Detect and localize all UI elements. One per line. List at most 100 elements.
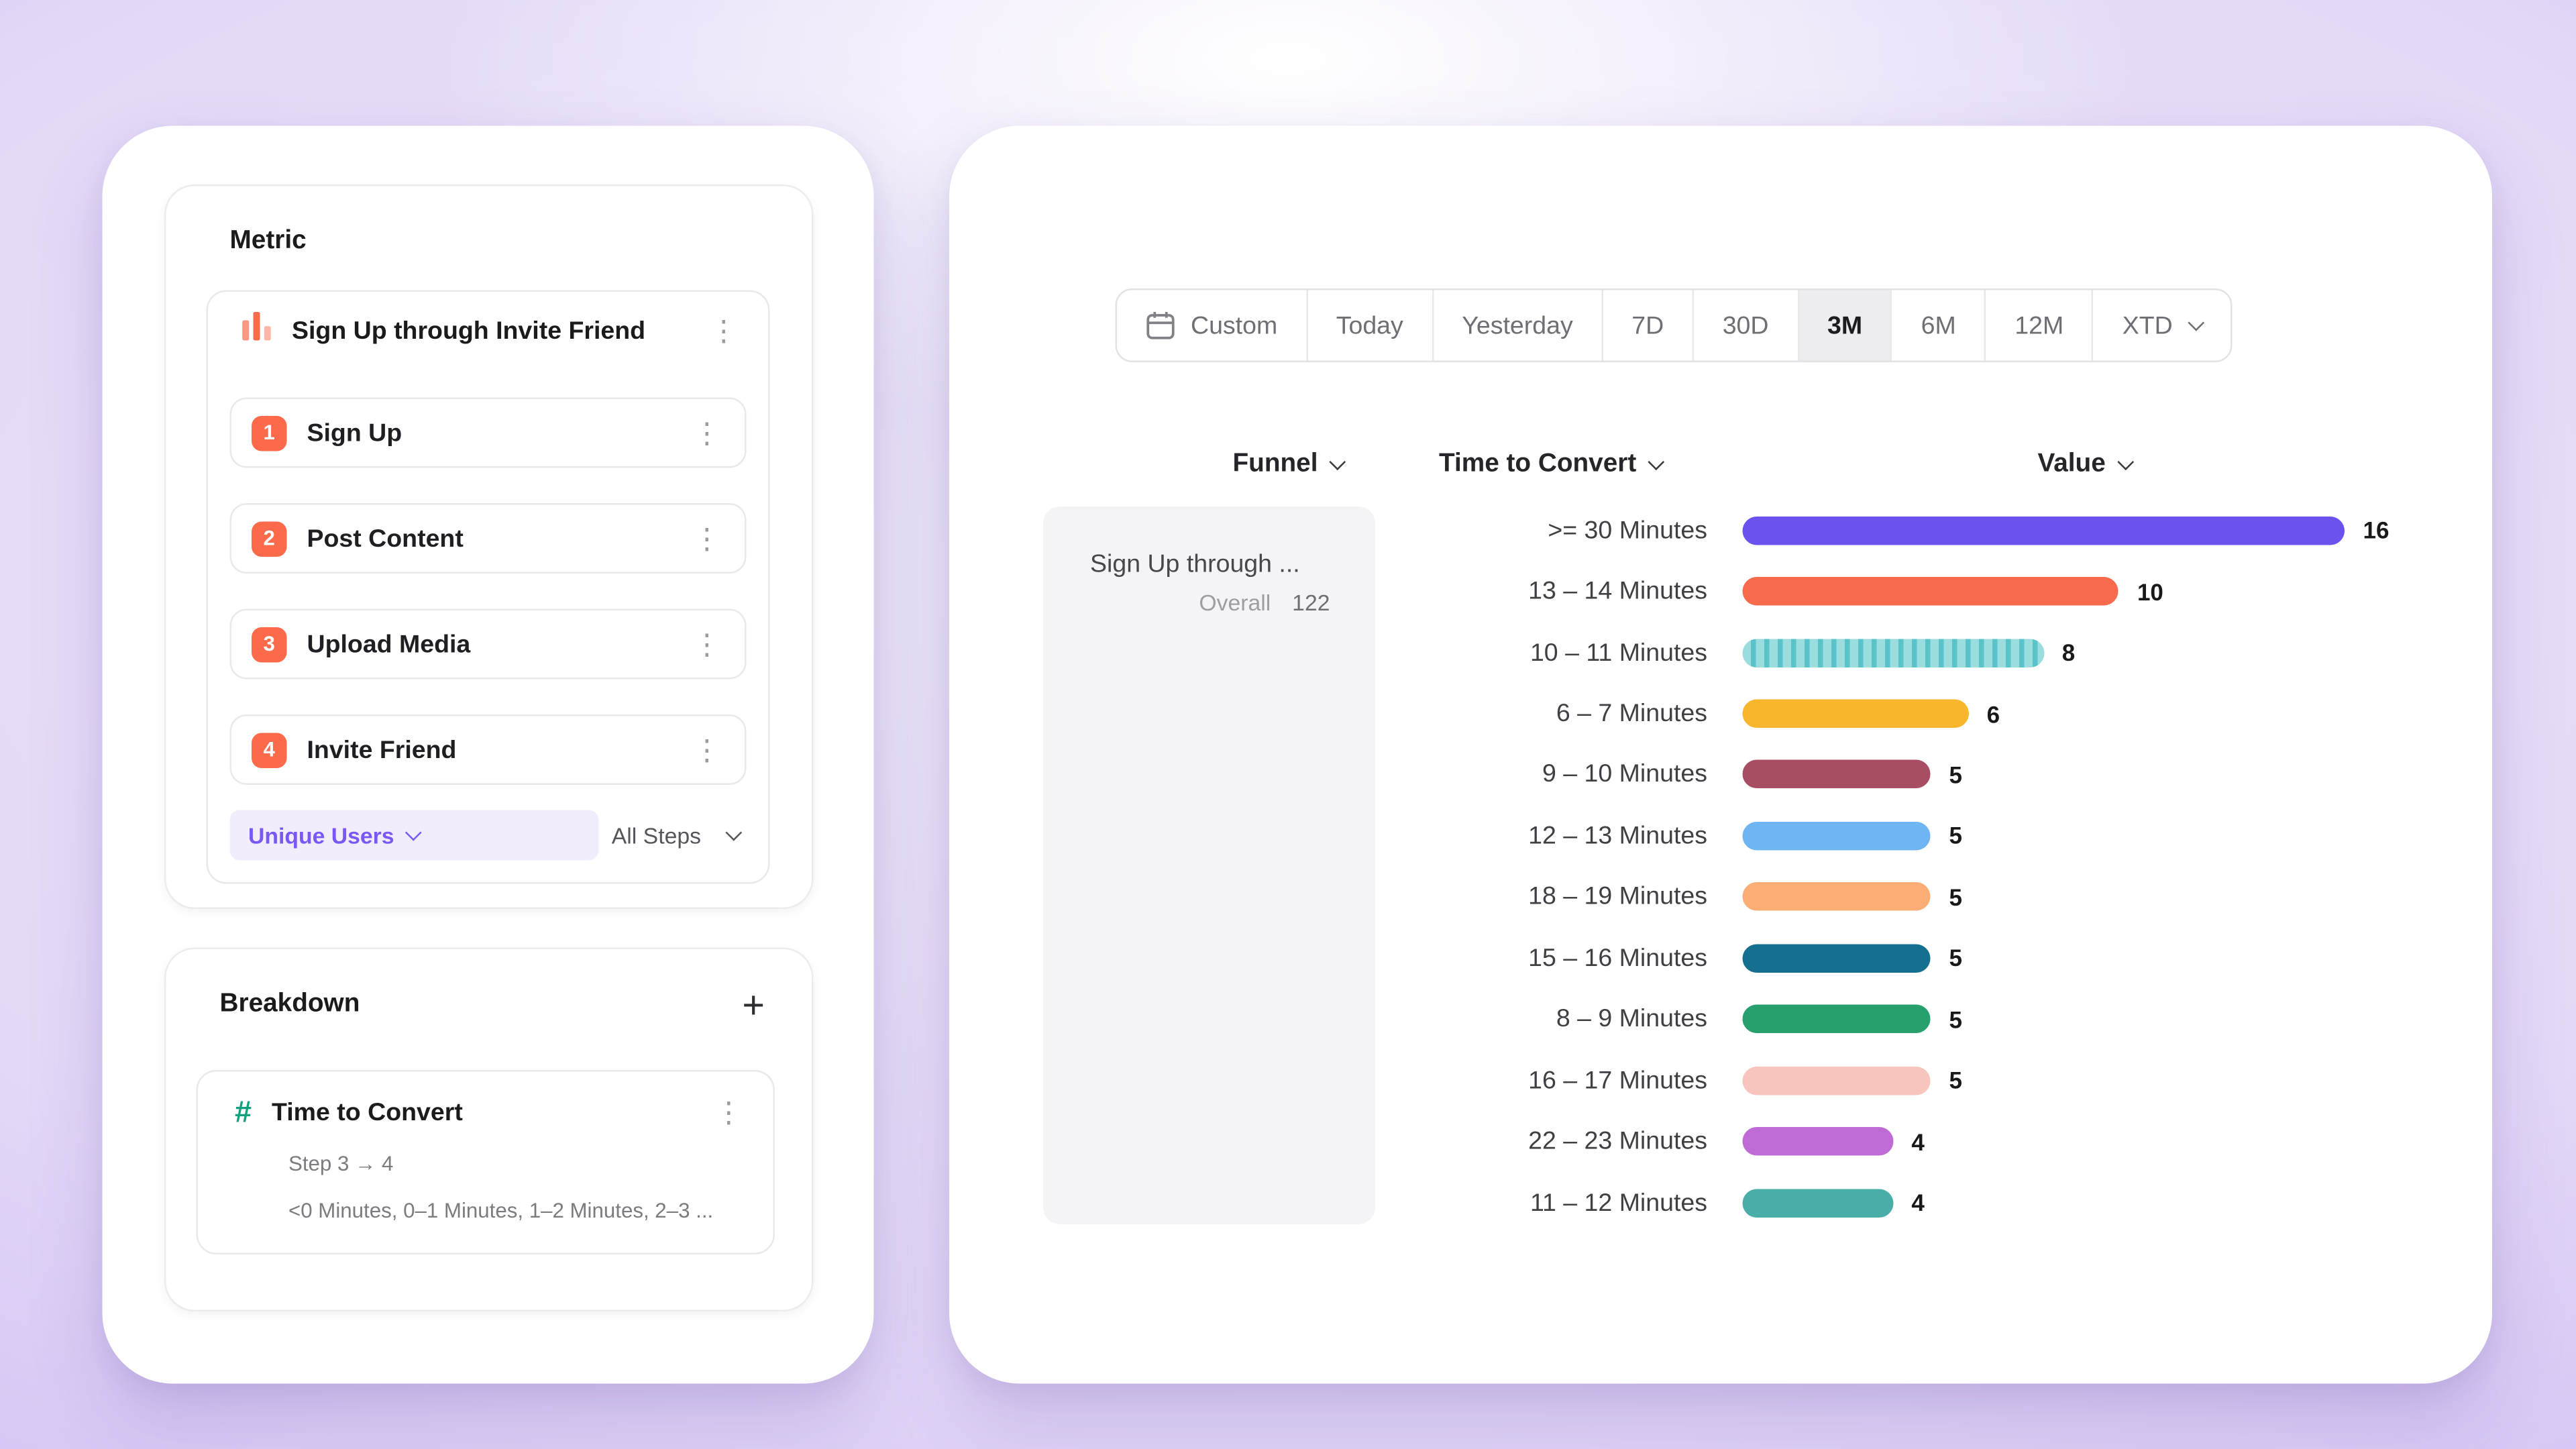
bucket-label: 10 – 11 Minutes (1529, 638, 1707, 667)
funnel-chart-icon (241, 312, 274, 349)
date-range-option-label: 6M (1921, 311, 1956, 340)
steps-scope-label: All Steps (611, 822, 701, 848)
chart-row: 8 – 9 Minutes 5 (1409, 989, 2449, 1050)
bucket-label: 9 – 10 Minutes (1542, 760, 1707, 790)
step-label: Invite Friend (307, 735, 457, 764)
bucket-label: 13 – 14 Minutes (1528, 577, 1707, 606)
date-range-option-label: 3M (1827, 311, 1863, 340)
bar[interactable] (1742, 943, 1931, 973)
counting-method-dropdown[interactable]: Unique Users (229, 810, 599, 861)
column-header-time-to-convert[interactable]: Time to Convert (1439, 449, 1664, 480)
kebab-menu-icon[interactable]: ⋮ (709, 314, 739, 347)
bar[interactable] (1742, 577, 2119, 606)
date-range-option-label: Custom (1191, 311, 1278, 340)
bucket-label: 8 – 9 Minutes (1556, 1005, 1707, 1034)
bar[interactable] (1742, 516, 2345, 545)
date-range-option-label: Yesterday (1462, 311, 1573, 340)
date-range-option[interactable]: 12M (1984, 290, 2092, 361)
column-header-time-to-convert-label: Time to Convert (1439, 449, 1637, 478)
step-number-badge: 1 (252, 415, 287, 451)
bar[interactable] (1742, 699, 1969, 729)
bar[interactable] (1742, 1188, 1893, 1217)
breakdown-section: Breakdown + # Time to Convert ⋮ Step 3 →… (164, 947, 814, 1311)
breakdown-property-header: # Time to Convert ⋮ (198, 1072, 773, 1131)
funnel-name: Sign Up through Invite Friend (292, 316, 646, 345)
date-range-option-label: 30D (1722, 311, 1769, 340)
metric-section-title: Metric (229, 226, 307, 256)
steps-scope-dropdown[interactable]: All Steps (612, 822, 747, 848)
bar-value: 6 (1986, 700, 2000, 727)
date-range-option[interactable]: Custom (1117, 290, 1306, 361)
chevron-down-icon (405, 824, 422, 841)
chart-row: 11 – 12 Minutes 4 (1409, 1172, 2449, 1233)
date-range-option[interactable]: Yesterday (1432, 290, 1601, 361)
bar[interactable] (1742, 1066, 1931, 1095)
overall-value: 122 (1292, 590, 1330, 616)
metric-section: Metric Sign Up through Invite Friend ⋮ 1 (164, 184, 814, 909)
report-panel: Custom Today Yesterday (949, 125, 2492, 1384)
bar[interactable] (1742, 638, 2044, 667)
breakdown-buckets-preview: <0 Minutes, 0–1 Minutes, 1–2 Minutes, 2–… (288, 1199, 714, 1223)
bar[interactable] (1742, 1005, 1931, 1034)
funnel-steps: 1 Sign Up ⋮ 2 Post Content ⋮ 3 Upload Me… (229, 397, 747, 785)
funnel-step[interactable]: 1 Sign Up ⋮ (229, 397, 747, 468)
date-range-option[interactable]: 6M (1890, 290, 1985, 361)
step-number-badge: 3 (252, 626, 287, 662)
breakdown-step-range: Step 3 → 4 (288, 1152, 394, 1176)
step-number-badge: 2 (252, 521, 287, 556)
chart-row: 18 – 19 Minutes 5 (1409, 867, 2449, 928)
date-range-option[interactable]: Today (1305, 290, 1432, 361)
bar[interactable] (1742, 821, 1931, 851)
bar[interactable] (1742, 760, 1931, 790)
bucket-label: 16 – 17 Minutes (1528, 1066, 1707, 1095)
funnel-summary-card[interactable]: Sign Up through ... Overall 122 (1043, 506, 1375, 1224)
bar[interactable] (1742, 882, 1931, 912)
date-range-option[interactable]: 3M (1797, 290, 1891, 361)
add-breakdown-button[interactable]: + (742, 983, 765, 1026)
chevron-down-icon (1647, 453, 1664, 471)
chart-row: 13 – 14 Minutes 10 (1409, 561, 2449, 622)
bar-value: 5 (1949, 822, 1962, 850)
chevron-down-icon (2188, 314, 2206, 331)
bar-value: 4 (1911, 1128, 1925, 1155)
bucket-label: 11 – 12 Minutes (1529, 1188, 1707, 1217)
query-builder-panel: Metric Sign Up through Invite Friend ⋮ 1 (102, 125, 874, 1384)
kebab-menu-icon[interactable]: ⋮ (714, 1097, 743, 1129)
bar-value: 5 (1949, 1067, 1962, 1094)
kebab-menu-icon[interactable]: ⋮ (692, 417, 722, 449)
date-range-picker: Custom Today Yesterday (1115, 288, 2233, 362)
chart-row: >= 30 Minutes 16 (1409, 500, 2449, 561)
kebab-menu-icon[interactable]: ⋮ (692, 733, 722, 766)
breakdown-property[interactable]: # Time to Convert ⋮ Step 3 → 4 <0 Minute… (196, 1070, 775, 1254)
date-range-option[interactable]: 7D (1601, 290, 1692, 361)
column-header-value[interactable]: Value (2037, 449, 2133, 480)
chart-row: 6 – 7 Minutes 6 (1409, 683, 2449, 744)
step-number-badge: 4 (252, 732, 287, 767)
funnel-step[interactable]: 4 Invite Friend ⋮ (229, 714, 747, 785)
date-range-option-label: 7D (1631, 311, 1664, 340)
funnel-step[interactable]: 2 Post Content ⋮ (229, 503, 747, 574)
chevron-down-icon (2116, 453, 2133, 471)
bucket-label: >= 30 Minutes (1548, 516, 1707, 545)
kebab-menu-icon[interactable]: ⋮ (692, 628, 722, 660)
funnel-step[interactable]: 3 Upload Media ⋮ (229, 608, 747, 680)
column-header-funnel[interactable]: Funnel (1233, 449, 1346, 480)
funnel-footer: Unique Users All Steps (229, 810, 747, 861)
bar-value: 16 (2363, 517, 2390, 544)
date-range-option[interactable]: 30D (1692, 290, 1797, 361)
bucket-label: 15 – 16 Minutes (1528, 943, 1707, 973)
bar[interactable] (1742, 1127, 1893, 1156)
column-header-value-label: Value (2037, 449, 2106, 478)
numeric-property-icon: # (235, 1095, 252, 1129)
date-range-option-label: Today (1336, 311, 1403, 340)
breakdown-property-name: Time to Convert (272, 1098, 463, 1128)
bar-value: 10 (2137, 578, 2163, 605)
step-label: Sign Up (307, 418, 402, 447)
date-range-option[interactable]: XTD (2092, 290, 2231, 361)
bucket-label: 12 – 13 Minutes (1528, 821, 1707, 851)
funnel-header[interactable]: Sign Up through Invite Friend ⋮ (208, 292, 768, 369)
kebab-menu-icon[interactable]: ⋮ (692, 522, 722, 555)
bucket-label: 6 – 7 Minutes (1556, 699, 1707, 729)
chart-row: 10 – 11 Minutes 8 (1409, 622, 2449, 683)
